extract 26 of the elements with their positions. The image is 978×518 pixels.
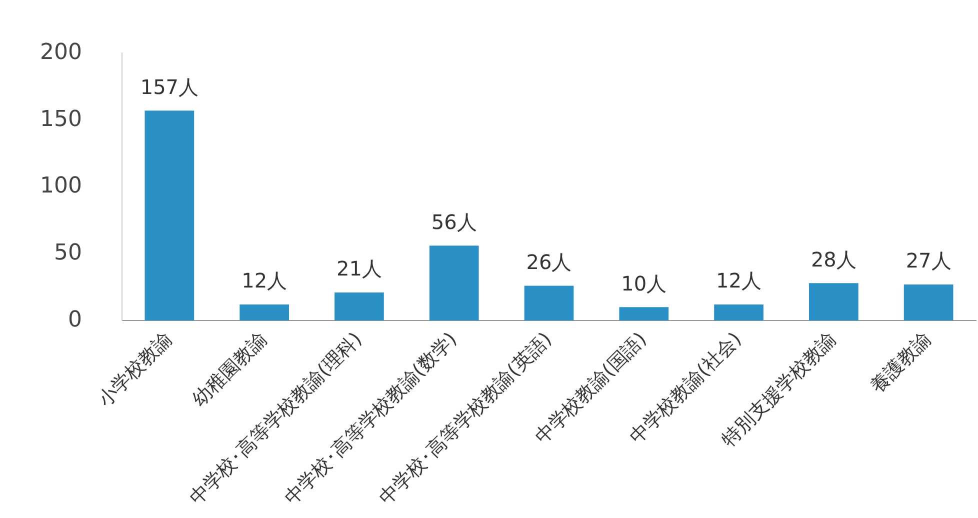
data-label: 27人 bbox=[906, 248, 952, 273]
y-tick-label: 200 bbox=[40, 40, 82, 65]
x-tick-label: 養護教諭 bbox=[866, 328, 936, 398]
y-tick-label: 0 bbox=[68, 307, 82, 332]
x-tick-label: 幼稚園教諭 bbox=[188, 328, 272, 411]
data-label: 26人 bbox=[526, 250, 572, 274]
bar bbox=[240, 304, 289, 321]
data-label: 12人 bbox=[242, 268, 288, 293]
data-label: 21人 bbox=[336, 256, 382, 281]
y-tick-label: 150 bbox=[40, 106, 82, 132]
bar bbox=[714, 304, 764, 321]
bar bbox=[524, 286, 574, 321]
y-tick-label: 50 bbox=[54, 240, 82, 266]
data-label: 56人 bbox=[431, 210, 477, 234]
bar bbox=[808, 283, 858, 321]
bar bbox=[619, 307, 669, 321]
bar bbox=[429, 246, 479, 321]
data-label: 10人 bbox=[621, 271, 667, 296]
data-label: 157人 bbox=[140, 74, 199, 99]
bar bbox=[904, 284, 954, 321]
y-tick-label: 100 bbox=[40, 174, 82, 199]
x-tick-label: 小学校教諭 bbox=[94, 328, 176, 411]
data-label: 12人 bbox=[716, 268, 762, 293]
bar bbox=[144, 110, 194, 321]
data-label: 28人 bbox=[810, 247, 856, 272]
bar bbox=[334, 292, 384, 321]
